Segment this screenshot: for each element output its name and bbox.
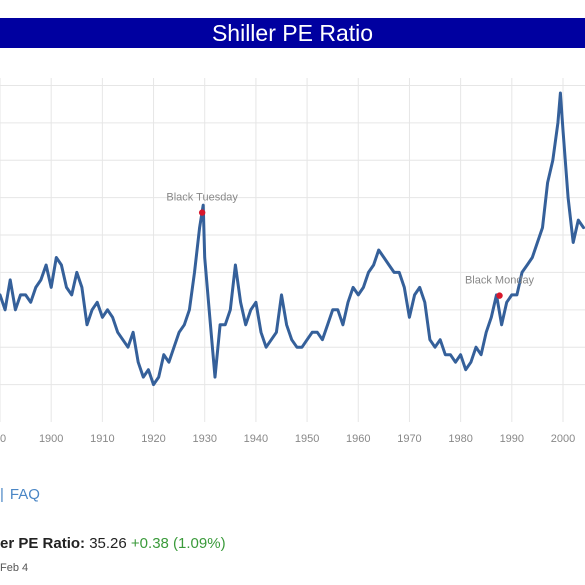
x-tick-label: 1990 (500, 433, 524, 445)
x-tick-label: 1980 (448, 433, 472, 445)
annotation-label: Black Tuesday (166, 192, 238, 204)
x-tick-label: 90 (0, 433, 6, 445)
shiller-pe-line-chart: 90 1900 1910 1920 1930 1940 1950 1960 1970 1980 19… (0, 78, 585, 445)
ratio-change: +0.38 (1.09%) (130, 535, 226, 552)
faq-link[interactable]: FAQ (9, 486, 40, 503)
faq-separator: | (0, 486, 4, 503)
x-tick-label: 1950 (295, 433, 319, 445)
faq-row: | FAQ (0, 486, 40, 503)
x-tick-label: 1970 (397, 433, 421, 445)
ratio-date: Feb 4 (0, 562, 29, 574)
x-tick-label: 1930 (192, 433, 216, 445)
annotation-label: Black Monday (465, 275, 535, 287)
chart-title-bar: Shiller PE Ratio (0, 18, 585, 48)
annotation-marker (198, 209, 206, 216)
x-tick-label: 1940 (244, 433, 268, 445)
x-tick-label: 1920 (141, 433, 165, 445)
x-tick-label: 1960 (346, 433, 370, 445)
ratio-value: 35.26 (89, 535, 127, 552)
pe-ratio-series-line (0, 91, 585, 387)
ratio-label: er PE Ratio: (0, 535, 86, 552)
x-tick-label: 1910 (90, 433, 114, 445)
annotation-marker (496, 292, 503, 299)
x-tick-label: 1900 (39, 433, 63, 445)
current-ratio-row: er PE Ratio: 35.26 +0.38 (1.09%) (0, 535, 226, 552)
x-tick-label: 2000 (551, 433, 575, 445)
